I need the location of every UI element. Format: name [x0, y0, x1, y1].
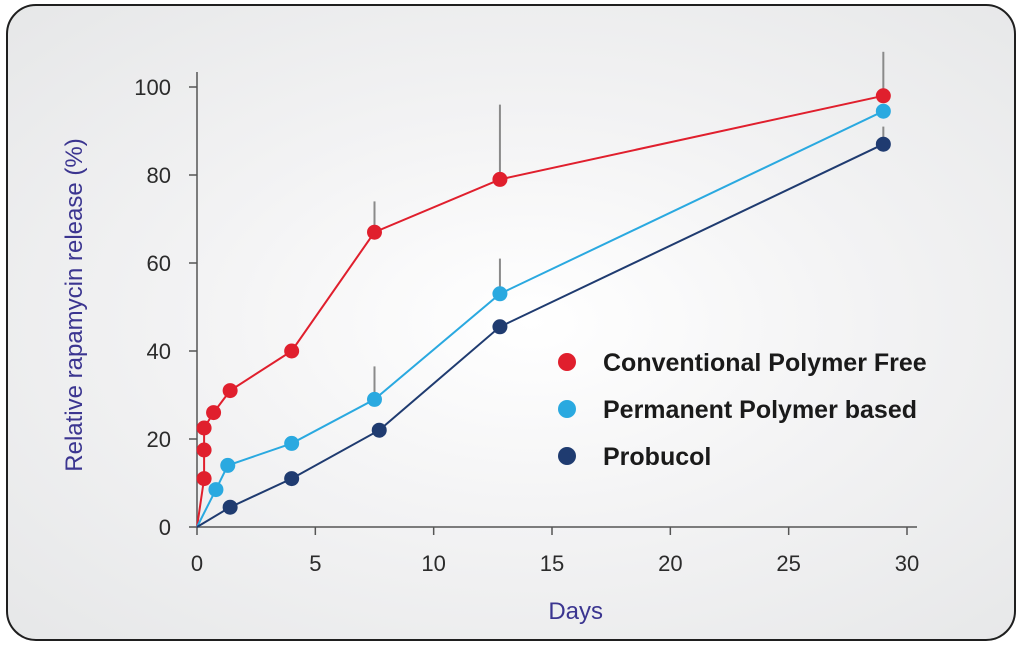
data-point — [284, 435, 300, 451]
x-tick-label: 30 — [895, 551, 919, 576]
data-point — [222, 383, 238, 399]
data-point — [371, 422, 387, 438]
x-tick-label: 10 — [421, 551, 445, 576]
x-tick-label: 15 — [540, 551, 564, 576]
x-tick-label: 5 — [309, 551, 321, 576]
y-tick-label: 0 — [159, 515, 171, 540]
data-point — [220, 457, 236, 473]
data-point — [284, 343, 300, 359]
legend-marker — [558, 400, 576, 418]
series-line — [196, 94, 884, 528]
x-tick-label: 20 — [658, 551, 682, 576]
legend-label: Permanent Polymer based — [603, 396, 917, 424]
series-lines — [196, 94, 884, 528]
x-axis-title: Days — [548, 598, 603, 625]
x-tick-label: 25 — [776, 551, 800, 576]
data-point — [492, 286, 508, 302]
error-bars — [373, 51, 885, 400]
legend-marker — [558, 353, 576, 371]
data-point — [875, 136, 891, 152]
axes: 0 5 10 15 20 25 30 0 20 40 60 80 100 — [134, 72, 919, 576]
data-point — [492, 171, 508, 187]
legend-label: Probucol — [603, 443, 711, 471]
data-point — [206, 405, 222, 421]
data-point — [367, 224, 382, 240]
series-line — [196, 110, 884, 528]
data-point — [875, 88, 891, 104]
y-axis-title: Relative rapamycin release (%) — [61, 138, 88, 471]
data-point — [196, 420, 212, 436]
series-points — [196, 88, 891, 515]
data-point — [875, 103, 891, 119]
data-point — [196, 471, 212, 487]
data-point — [208, 482, 224, 498]
y-tick-label: 60 — [147, 251, 171, 276]
data-point — [222, 499, 238, 515]
data-point — [196, 442, 212, 458]
legend-label: Conventional Polymer Free — [603, 349, 927, 377]
y-tick-label: 80 — [147, 163, 171, 188]
x-tick-label: 0 — [191, 551, 203, 576]
data-point — [284, 471, 300, 487]
data-point — [492, 319, 508, 335]
y-tick-label: 100 — [134, 75, 171, 100]
data-point — [367, 391, 382, 407]
y-tick-label: 20 — [147, 427, 171, 452]
legend: Conventional Polymer Free Permanent Polym… — [558, 349, 927, 471]
series-line — [196, 143, 884, 528]
y-tick-label: 40 — [147, 339, 171, 364]
legend-marker — [558, 447, 576, 465]
